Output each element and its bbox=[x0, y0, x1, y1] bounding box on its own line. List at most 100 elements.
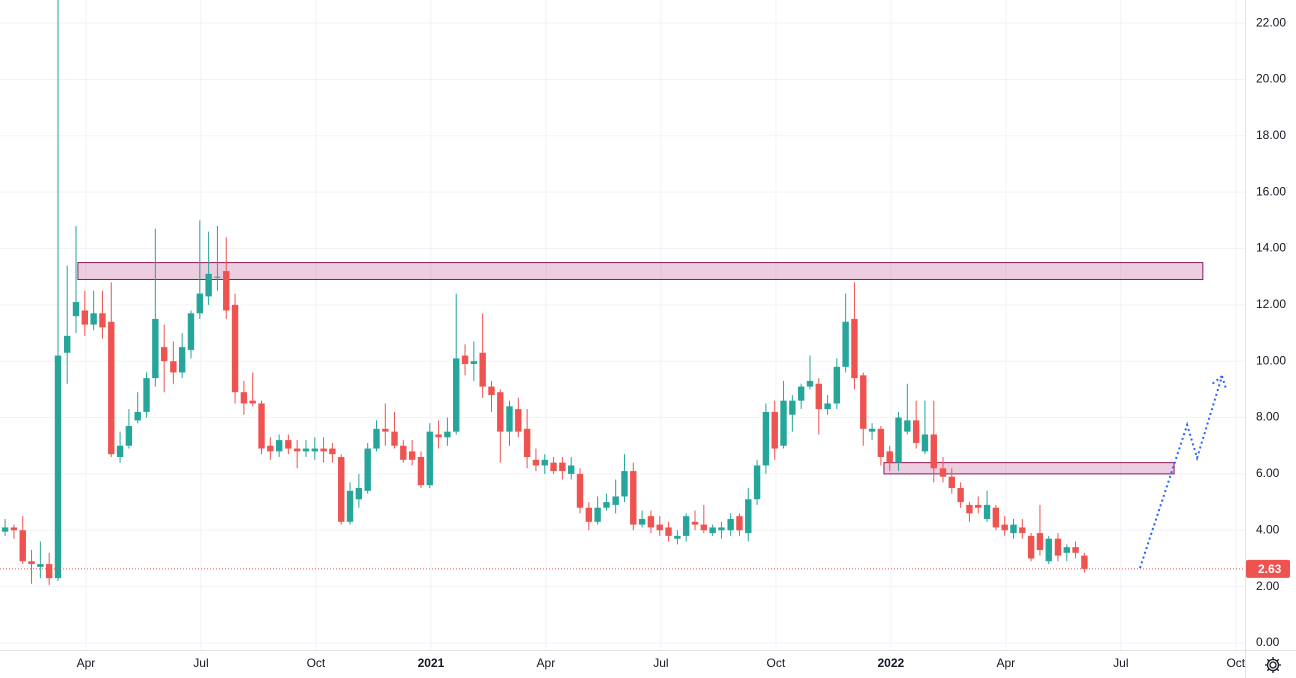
price-zone bbox=[77, 262, 1204, 280]
candle-body bbox=[72, 302, 80, 317]
settings-icon[interactable] bbox=[1265, 657, 1281, 673]
candle-body bbox=[515, 409, 522, 432]
x-tick-label: Jul bbox=[653, 656, 668, 670]
price-zone bbox=[883, 462, 1175, 475]
candle-body bbox=[125, 426, 133, 446]
x-tick-label: 2021 bbox=[418, 656, 445, 670]
candle-body bbox=[258, 403, 265, 449]
settings-icon-spokes bbox=[1265, 657, 1281, 673]
candle-body bbox=[921, 434, 929, 452]
last-price-badge bbox=[1246, 559, 1290, 578]
candle-body bbox=[116, 445, 124, 458]
candle-body bbox=[621, 471, 628, 497]
candle-body bbox=[196, 293, 204, 314]
candle-body bbox=[682, 516, 690, 536]
candle-body bbox=[1054, 538, 1062, 556]
candle-body bbox=[99, 313, 106, 328]
candle-body bbox=[868, 428, 876, 432]
candle-body bbox=[346, 490, 354, 522]
candle-body bbox=[1, 527, 9, 532]
candle-body bbox=[1010, 524, 1017, 534]
settings-icon-center bbox=[1269, 661, 1277, 669]
candle-body bbox=[612, 496, 619, 505]
candle-body bbox=[771, 411, 778, 449]
candle-body bbox=[709, 527, 716, 534]
y-tick-label: 0.00 bbox=[1256, 635, 1280, 649]
candle-body bbox=[488, 386, 495, 396]
candle-body bbox=[338, 457, 345, 522]
candle-body bbox=[311, 448, 318, 452]
y-tick-label: 6.00 bbox=[1256, 466, 1280, 480]
candle-body bbox=[523, 428, 531, 458]
candle-body bbox=[382, 428, 389, 432]
candle-body bbox=[948, 476, 955, 488]
y-tick-label: 18.00 bbox=[1256, 128, 1286, 142]
candle-body bbox=[789, 400, 796, 415]
candle-body bbox=[957, 487, 964, 503]
candle-body bbox=[860, 375, 867, 429]
candle-body bbox=[1072, 547, 1079, 553]
candle-body bbox=[1001, 524, 1008, 531]
candle-body bbox=[745, 499, 752, 534]
candle-body bbox=[320, 448, 327, 452]
candle-body bbox=[470, 361, 478, 365]
x-tick-label: 2022 bbox=[878, 656, 905, 670]
candle-body bbox=[576, 473, 584, 508]
candle-body bbox=[1027, 535, 1035, 559]
candle-body bbox=[19, 530, 26, 562]
candle-body bbox=[532, 459, 540, 466]
candle-body bbox=[736, 516, 743, 531]
candle-body bbox=[727, 518, 734, 531]
candle-body bbox=[435, 434, 442, 438]
candle-body bbox=[541, 459, 548, 466]
candle-body bbox=[285, 440, 292, 449]
candle-body bbox=[90, 313, 97, 325]
x-tick-label: Apr bbox=[996, 656, 1015, 670]
candle-body bbox=[152, 318, 159, 379]
candle-body bbox=[886, 451, 893, 463]
candle-body bbox=[656, 524, 663, 531]
candle-body bbox=[373, 428, 380, 449]
x-tick-label: Jul bbox=[193, 656, 208, 670]
y-tick-label: 8.00 bbox=[1256, 410, 1280, 424]
candle-body bbox=[630, 471, 637, 525]
candle-body bbox=[63, 335, 71, 353]
plot-area bbox=[0, 0, 1245, 586]
candle-body bbox=[585, 507, 593, 522]
candle-body bbox=[426, 431, 433, 486]
candle-body bbox=[797, 386, 805, 401]
grid bbox=[0, 0, 1245, 650]
candle-body bbox=[877, 428, 885, 458]
candle-body bbox=[647, 516, 655, 528]
candle-body bbox=[904, 420, 911, 432]
candle-body bbox=[674, 535, 681, 539]
candle-body bbox=[240, 392, 248, 404]
candle-body bbox=[700, 524, 708, 531]
candle-body bbox=[1036, 533, 1044, 550]
axes: 0.00 2.00 4.00 6.00 8.00 10.00 12.00 14.00 16.00… bbox=[77, 15, 1290, 670]
candle-body bbox=[806, 380, 814, 387]
projection-arrowhead bbox=[1211, 375, 1223, 386]
candle-body bbox=[54, 355, 62, 579]
candle-body bbox=[267, 445, 274, 452]
projection-path bbox=[1139, 375, 1223, 569]
candle-body bbox=[461, 355, 469, 365]
candle-body bbox=[28, 561, 35, 565]
candle-body bbox=[355, 487, 363, 500]
candle-body bbox=[45, 564, 53, 579]
candle-body bbox=[895, 417, 902, 463]
y-tick-label: 22.00 bbox=[1256, 15, 1286, 29]
y-tick-label: 12.00 bbox=[1256, 297, 1286, 311]
candle-body bbox=[1019, 527, 1026, 534]
candle-body bbox=[453, 358, 460, 432]
candle-body bbox=[10, 527, 18, 531]
candle-body bbox=[143, 378, 150, 412]
x-tick-label: Jul bbox=[1113, 656, 1128, 670]
candle-body bbox=[1081, 555, 1088, 569]
candle-body bbox=[930, 434, 937, 469]
candle-body bbox=[302, 448, 310, 452]
x-tick-label: Apr bbox=[77, 656, 96, 670]
candle-body bbox=[408, 451, 416, 460]
